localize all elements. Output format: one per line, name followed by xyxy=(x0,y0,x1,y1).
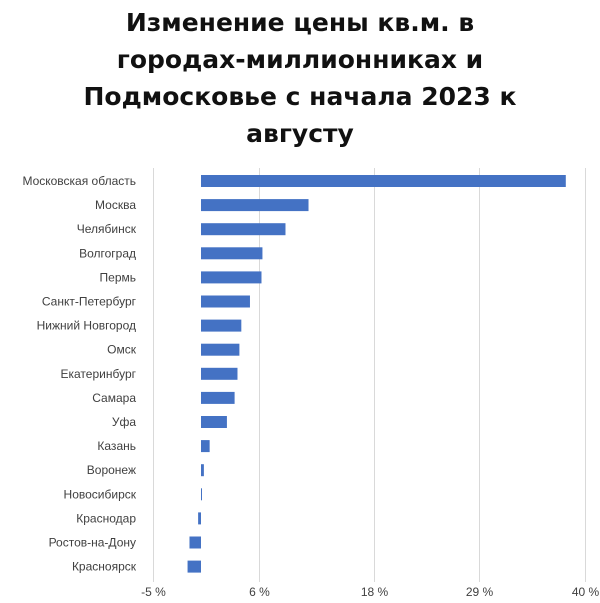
bar xyxy=(201,440,210,453)
category-label: Московская область xyxy=(22,174,136,188)
bar xyxy=(198,512,201,525)
bar xyxy=(201,271,262,284)
bar xyxy=(201,247,263,260)
chart-title-line: августу xyxy=(246,119,354,148)
category-label: Новосибирск xyxy=(64,487,137,501)
category-label: Москва xyxy=(95,198,136,212)
category-label: Краснодар xyxy=(76,511,136,525)
bar xyxy=(187,560,201,573)
category-label: Красноярск xyxy=(72,560,137,574)
x-tick-label: 29 % xyxy=(466,585,494,599)
category-label: Уфа xyxy=(112,415,136,429)
x-tick-label: 40 % xyxy=(572,585,600,599)
bar xyxy=(201,199,309,212)
chart-title: Изменение цены кв.м. в городах-миллионни… xyxy=(0,4,600,152)
bar xyxy=(201,367,238,380)
chart-title-line: Изменение цены кв.м. в xyxy=(125,8,475,37)
category-label: Воронеж xyxy=(87,463,136,477)
category-label: Самара xyxy=(92,391,136,405)
category-label: Челябинск xyxy=(77,222,137,236)
category-label: Волгоград xyxy=(79,246,136,260)
chart-title-line: Подмосковье с начала 2023 к xyxy=(83,82,517,111)
bar xyxy=(201,464,204,477)
bar xyxy=(201,391,235,404)
category-label: Нижний Новгород xyxy=(37,319,136,333)
category-label: Омск xyxy=(107,343,137,357)
category-label: Екатеринбург xyxy=(61,367,137,381)
bar xyxy=(201,223,286,236)
category-label: Санкт-Петербург xyxy=(42,295,137,309)
bar xyxy=(189,536,201,549)
bar xyxy=(201,488,202,501)
category-label: Казань xyxy=(97,439,136,453)
bar xyxy=(201,175,566,187)
bar xyxy=(201,416,227,428)
bar xyxy=(201,319,242,332)
x-tick-label: -5 % xyxy=(141,585,166,599)
chart-title-line: городах-миллионниках и xyxy=(116,45,484,74)
category-label: Пермь xyxy=(100,270,136,284)
bar xyxy=(201,295,250,308)
x-tick-label: 6 % xyxy=(249,585,270,599)
x-tick-label: 18 % xyxy=(361,585,389,599)
category-label: Ростов-на-Дону xyxy=(49,536,136,550)
bar xyxy=(201,343,240,356)
